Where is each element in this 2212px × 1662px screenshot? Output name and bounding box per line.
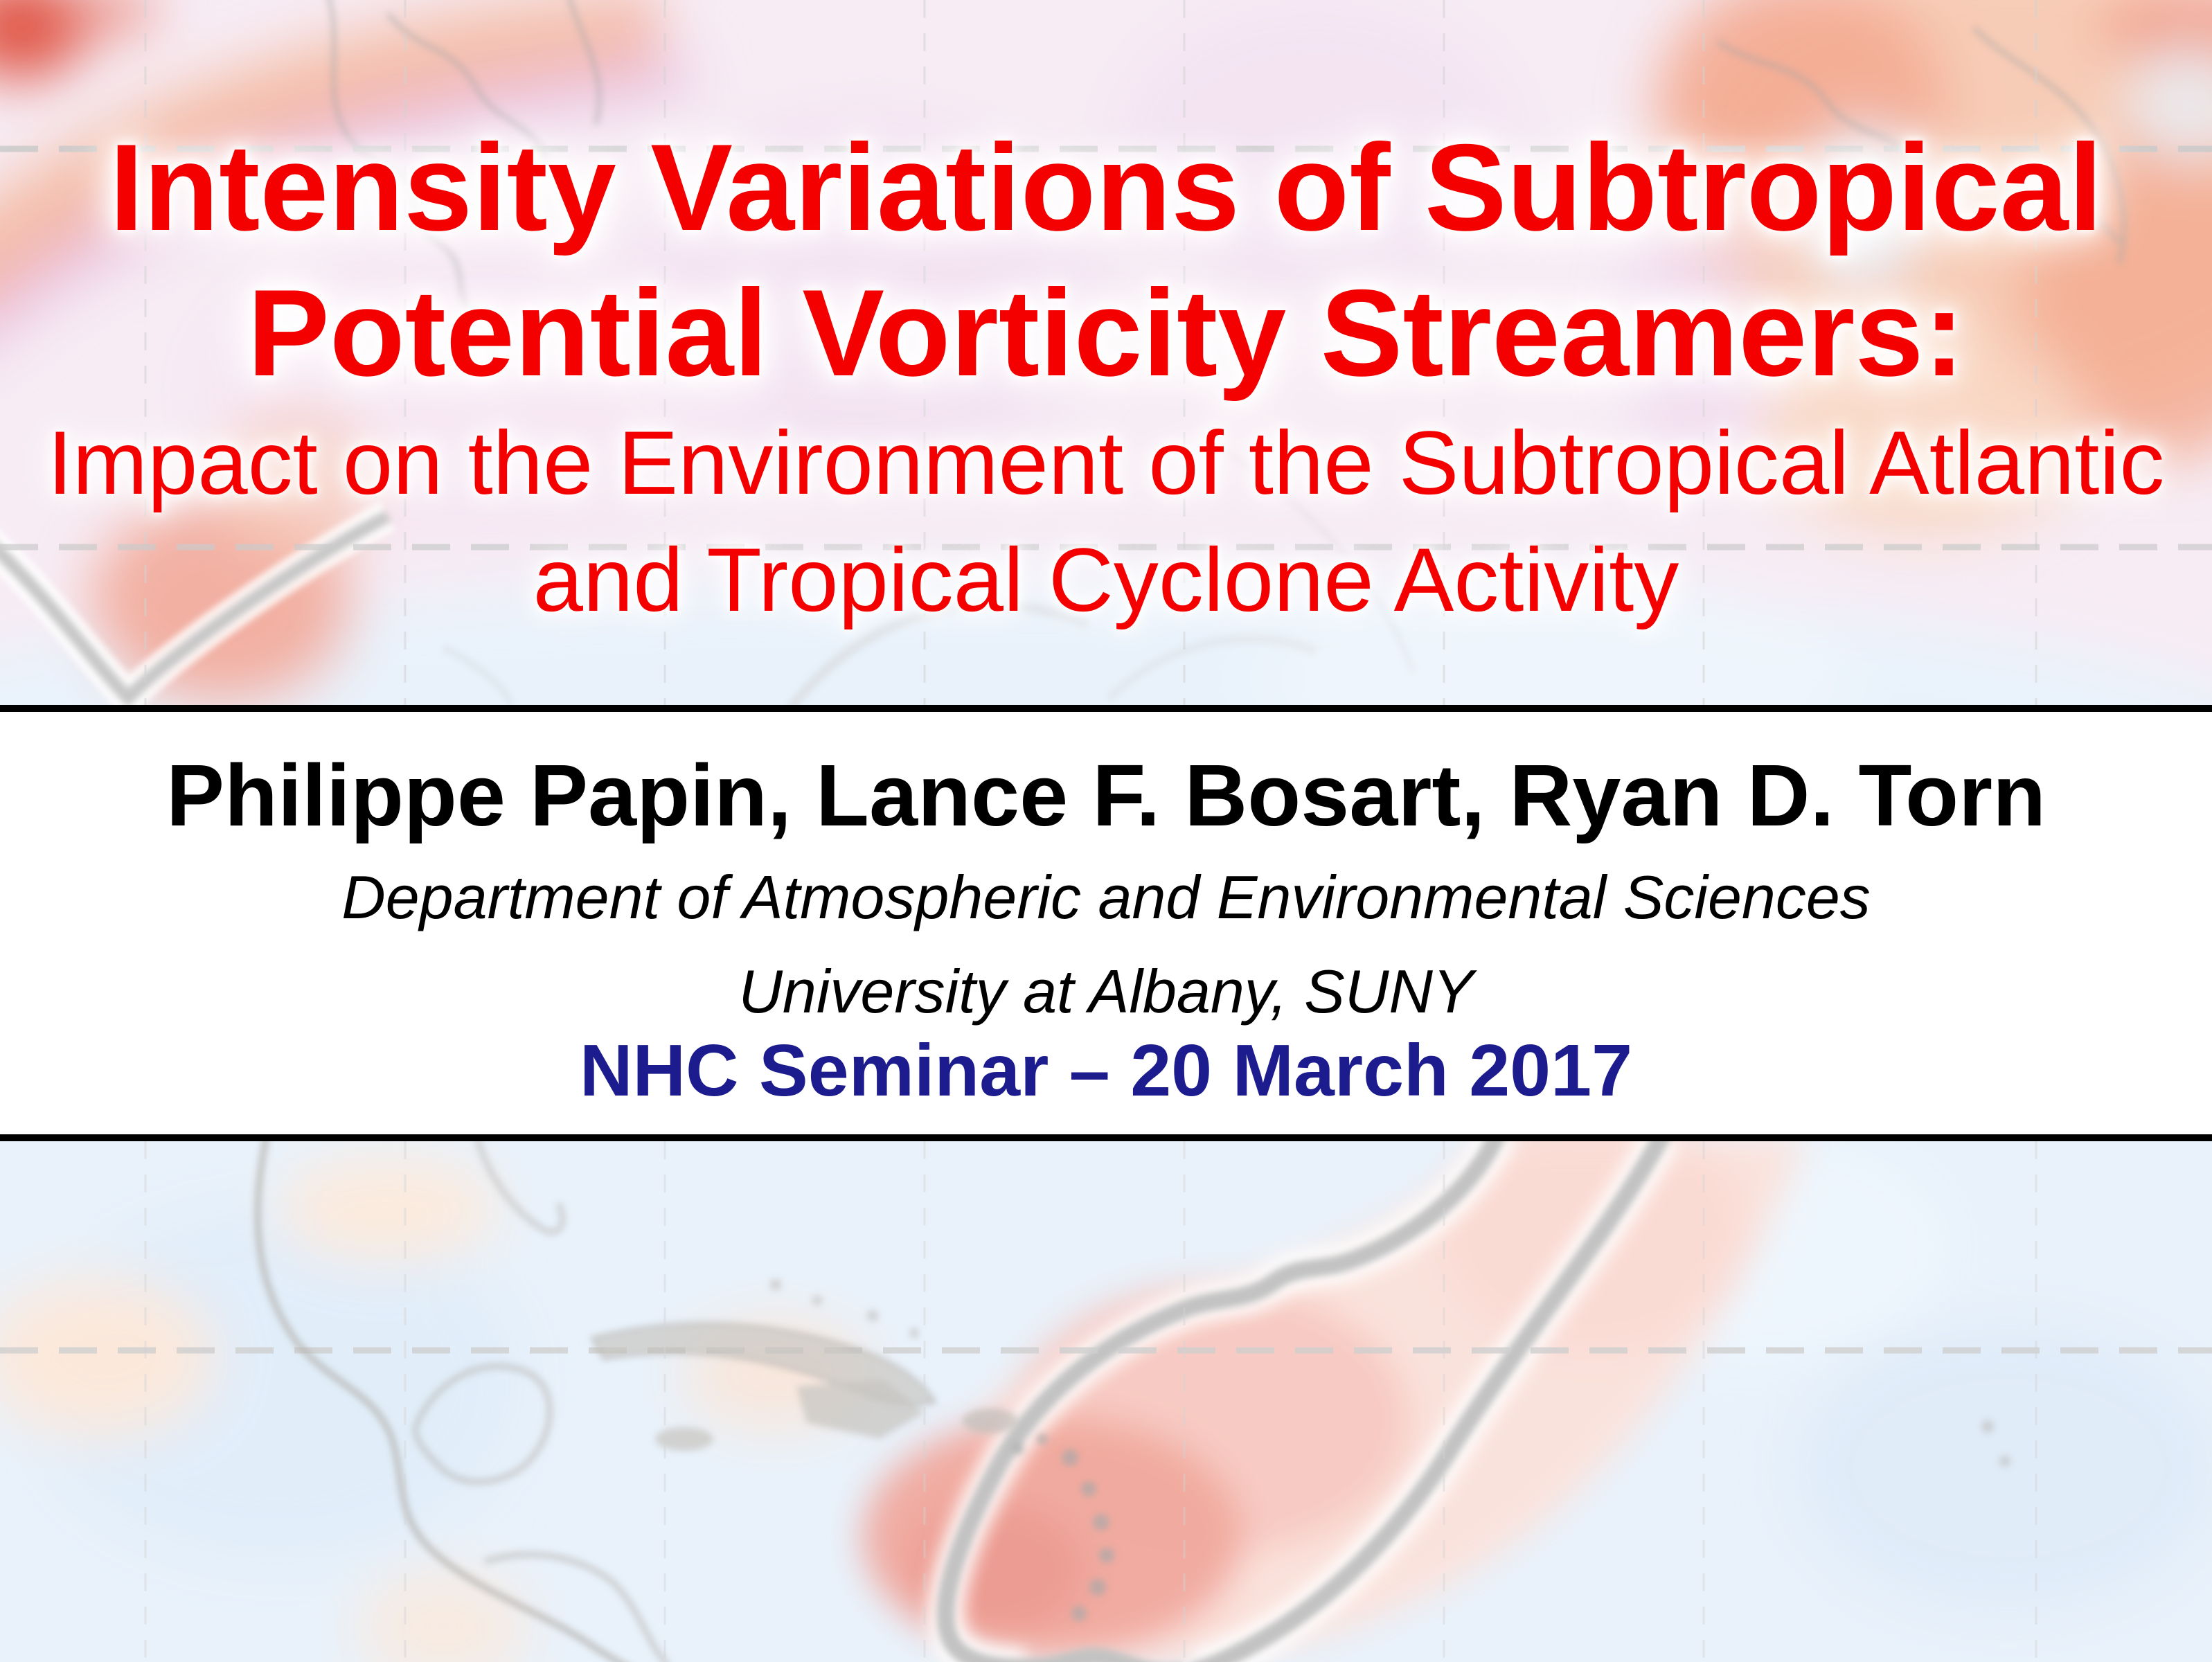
subtitle-line-1: Impact on the Environment of the Subtrop… <box>47 412 2165 513</box>
map-bottom <box>0 1111 2212 1662</box>
divider-line-bottom <box>0 1134 2212 1141</box>
venue-line: NHC Seminar – 20 March 2017 <box>579 1030 1633 1111</box>
subtitle-line-2: and Tropical Cyclone Activity <box>533 529 1679 630</box>
affiliation-line-2: University at Albany, SUNY <box>738 957 1474 1026</box>
title-line-2: Potential Vorticity Streamers: <box>247 264 1965 402</box>
affiliation-line-1: Department of Atmospheric and Environmen… <box>341 863 1871 931</box>
title-line-1: Intensity Variations of Subtropical <box>109 118 2103 256</box>
divider-line-top <box>0 705 2212 712</box>
authors-line: Philippe Papin, Lance F. Bosart, Ryan D.… <box>166 747 2046 844</box>
author-band <box>0 712 2212 1134</box>
